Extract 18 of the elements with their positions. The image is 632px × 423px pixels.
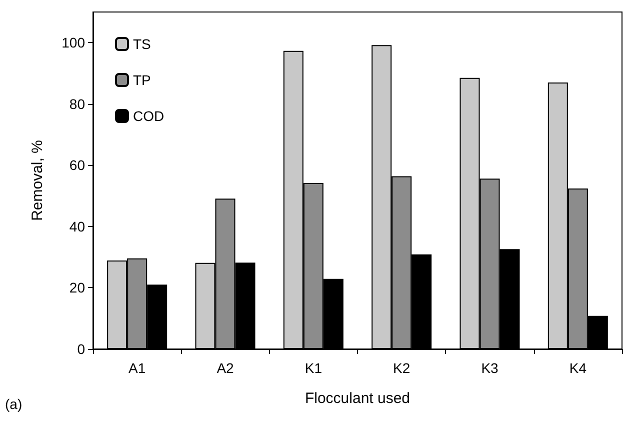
- legend-label: TP: [133, 72, 151, 88]
- x-tick-label: K4: [569, 360, 587, 376]
- y-axis-title: Removal, %: [29, 140, 46, 221]
- x-tick-label: K2: [393, 360, 410, 376]
- x-axis-title: Flocculant used: [304, 390, 410, 407]
- legend-label: TS: [133, 36, 151, 52]
- x-tick-label: A2: [216, 360, 234, 376]
- text: (a): [5, 396, 22, 412]
- legend-label: COD: [133, 108, 164, 124]
- x-tick-label: K3: [481, 360, 499, 376]
- x-tick-label: K1: [304, 360, 322, 376]
- y-tick-label: 80: [69, 96, 86, 112]
- y-tick-label: 40: [69, 218, 86, 234]
- y-tick-label: 60: [69, 157, 86, 174]
- y-tick-label: 100: [62, 34, 86, 51]
- y-tick-label: 20: [69, 280, 86, 296]
- y-tick-label: 0: [77, 341, 86, 357]
- x-tick-label: A1: [128, 360, 146, 376]
